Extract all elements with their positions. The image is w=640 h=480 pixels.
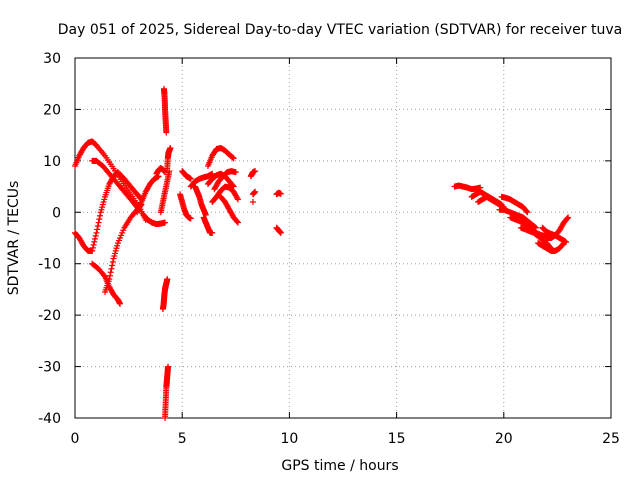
data-point bbox=[187, 215, 194, 222]
data-point bbox=[209, 229, 216, 236]
data-point bbox=[234, 196, 241, 203]
y-tick-label: -10 bbox=[38, 257, 61, 273]
grid-lines bbox=[75, 58, 611, 418]
data-point bbox=[565, 214, 572, 221]
data-point bbox=[277, 190, 284, 197]
plot-border bbox=[74, 57, 612, 419]
data-point bbox=[117, 300, 124, 307]
data-point bbox=[523, 208, 530, 215]
data-point bbox=[93, 229, 100, 236]
x-tick-label: 0 bbox=[71, 431, 80, 447]
data-point bbox=[107, 272, 114, 279]
x-tick-label: 20 bbox=[495, 431, 513, 447]
data-point bbox=[95, 219, 102, 226]
data-point bbox=[230, 155, 237, 162]
data-point bbox=[96, 216, 103, 223]
y-tick-label: 20 bbox=[43, 102, 61, 118]
data-point bbox=[252, 168, 259, 175]
y-tick-label: -30 bbox=[38, 360, 61, 376]
x-tick-label: 10 bbox=[280, 431, 298, 447]
x-axis-label: GPS time / hours bbox=[281, 458, 398, 474]
data-point bbox=[92, 232, 99, 239]
data-point bbox=[531, 223, 538, 230]
data-point bbox=[90, 241, 97, 248]
data-point bbox=[187, 175, 194, 182]
data-point bbox=[162, 169, 169, 176]
data-point bbox=[107, 269, 114, 276]
data-point bbox=[249, 199, 256, 205]
data-point bbox=[209, 170, 216, 177]
data-point bbox=[234, 218, 241, 225]
data-point bbox=[162, 219, 169, 226]
data-point bbox=[232, 169, 239, 176]
data-points bbox=[72, 85, 572, 421]
y-tick-label: 0 bbox=[52, 205, 61, 221]
data-point bbox=[97, 212, 104, 219]
data-point bbox=[234, 219, 241, 226]
y-tick-label: -40 bbox=[38, 411, 61, 427]
data-point bbox=[94, 223, 101, 229]
y-axis-label: SDTVAR / TECUs bbox=[6, 181, 22, 296]
data-point bbox=[532, 224, 539, 231]
x-tick-label: 15 bbox=[388, 431, 406, 447]
axis-ticks: 0 5 10 15 20 25 -40 -30 -20 -10 0 10 20 30 bbox=[38, 51, 620, 447]
x-tick-label: 5 bbox=[178, 431, 187, 447]
data-point bbox=[165, 363, 172, 370]
data-point bbox=[234, 195, 241, 202]
data-point bbox=[109, 262, 116, 269]
chart-title: Day 051 of 2025, Sidereal Day-to-day VTE… bbox=[58, 22, 622, 38]
data-point bbox=[277, 229, 284, 236]
data-point bbox=[108, 265, 115, 272]
data-point bbox=[164, 276, 171, 283]
data-point bbox=[562, 239, 569, 246]
y-tick-label: 30 bbox=[43, 51, 61, 67]
y-tick-label: 10 bbox=[43, 154, 61, 170]
data-point bbox=[92, 235, 99, 242]
x-tick-label: 25 bbox=[602, 431, 620, 447]
y-tick-label: -20 bbox=[38, 308, 61, 324]
data-point bbox=[109, 259, 116, 265]
data-point bbox=[91, 238, 98, 245]
data-point bbox=[163, 129, 170, 136]
data-point bbox=[89, 244, 96, 251]
data-point bbox=[564, 215, 571, 222]
data-point bbox=[89, 247, 96, 254]
data-point bbox=[252, 188, 259, 195]
data-point bbox=[167, 145, 174, 151]
data-point bbox=[524, 209, 531, 216]
data-point bbox=[94, 226, 101, 233]
